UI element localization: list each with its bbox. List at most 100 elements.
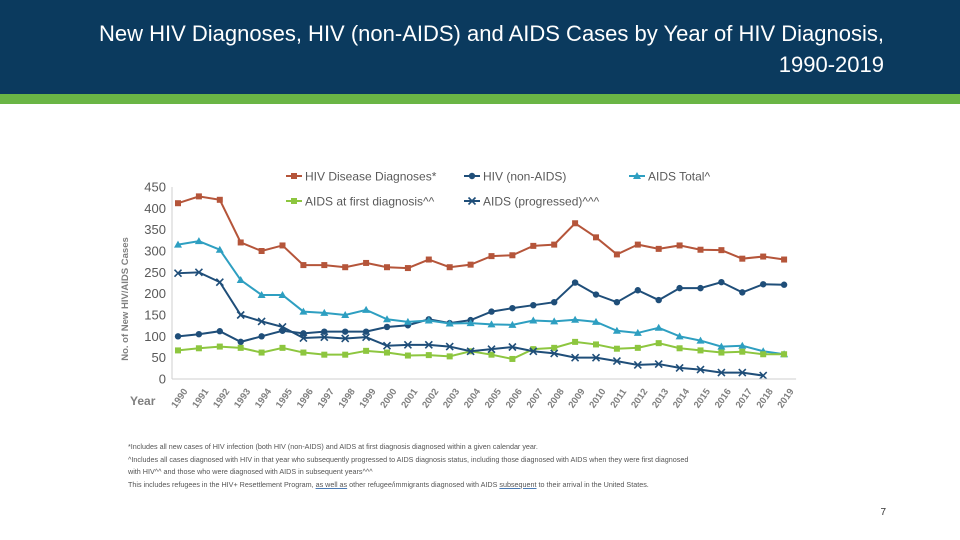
- x-marker-stroke: [654, 360, 663, 369]
- data-point: [508, 342, 517, 352]
- data-point: [613, 345, 620, 352]
- data-point: [633, 360, 642, 369]
- legend-label: HIV Disease Diagnoses*: [305, 170, 437, 184]
- x-tick-label: 2005: [483, 386, 505, 410]
- y-tick-label: 400: [144, 201, 166, 216]
- accent-bar: [0, 94, 960, 104]
- x-marker-stroke: [215, 278, 224, 287]
- x-marker-stroke: [236, 310, 245, 320]
- x-tick-label: 2017: [734, 387, 755, 411]
- data-point: [299, 333, 308, 343]
- y-tick-label: 150: [144, 308, 166, 323]
- data-point: [612, 357, 621, 366]
- x-marker-stroke: [362, 333, 371, 342]
- footnote-3: with HIV^^ and those who were diagnosed …: [128, 467, 373, 476]
- data-point: [550, 317, 559, 325]
- page-number: 7: [880, 507, 886, 518]
- x-marker-stroke: [403, 340, 412, 349]
- data-point: [216, 328, 223, 335]
- data-point: [676, 345, 683, 352]
- footnote-4-b: as well as: [315, 479, 348, 489]
- data-point: [194, 237, 203, 245]
- data-point: [738, 341, 747, 349]
- data-point: [384, 349, 390, 356]
- data-point: [382, 341, 392, 350]
- data-point: [466, 319, 475, 327]
- x-marker-stroke: [612, 357, 621, 366]
- data-point: [760, 253, 767, 260]
- x-tick-label: 1999: [357, 387, 378, 411]
- x-tick-label: 2018: [755, 387, 776, 411]
- data-point: [237, 338, 244, 346]
- data-point: [404, 352, 411, 359]
- data-point: [488, 253, 495, 260]
- data-point: [215, 278, 224, 287]
- data-point: [173, 269, 183, 278]
- data-point: [676, 242, 683, 249]
- data-point: [216, 196, 223, 203]
- data-point: [655, 340, 662, 347]
- x-marker-stroke: [424, 340, 433, 349]
- x-marker-stroke: [508, 342, 517, 352]
- data-point: [675, 363, 684, 372]
- data-point: [175, 200, 181, 207]
- series-layer: [173, 193, 789, 380]
- x-tick-label: 2007: [525, 387, 546, 411]
- data-point: [697, 246, 704, 253]
- x-tick-label: 1994: [253, 386, 275, 410]
- x-tick-label: 2002: [420, 387, 441, 411]
- data-point: [383, 315, 391, 323]
- series-line: [177, 195, 785, 270]
- data-point: [342, 264, 349, 271]
- data-point: [404, 265, 411, 272]
- data-point: [216, 343, 223, 350]
- data-point: [194, 268, 203, 277]
- data-point: [258, 349, 265, 356]
- data-point: [781, 256, 788, 263]
- x-marker-stroke: [299, 333, 308, 343]
- data-point: [739, 255, 746, 262]
- legend-marker: [633, 172, 641, 179]
- data-point: [697, 347, 704, 354]
- legend-label: AIDS at first diagnosis^^: [305, 195, 435, 209]
- data-point: [466, 347, 475, 356]
- x-tick-label: 2006: [504, 387, 525, 411]
- x-tick-label: 1997: [316, 387, 337, 411]
- data-point: [425, 256, 432, 263]
- data-point: [509, 304, 516, 312]
- footnote-1: *Includes all new cases of HIV infection…: [128, 442, 538, 451]
- data-point: [467, 261, 474, 268]
- footnote-4-e: to their arrival in the United States.: [536, 479, 649, 489]
- data-point: [363, 259, 370, 266]
- x-marker-stroke: [445, 342, 454, 351]
- data-point: [320, 333, 329, 342]
- data-point: [279, 242, 286, 249]
- x-tick-label: 1998: [337, 387, 358, 411]
- data-point: [781, 351, 788, 358]
- data-point: [446, 353, 453, 360]
- data-point: [257, 290, 266, 298]
- x-marker-stroke: [173, 269, 183, 278]
- data-point: [488, 351, 495, 358]
- data-point: [445, 319, 454, 327]
- footnote-2: ^Includes all cases diagnosed with HIV i…: [128, 454, 689, 464]
- data-point: [593, 234, 599, 241]
- data-point: [613, 299, 621, 306]
- data-point: [697, 284, 704, 292]
- data-point: [446, 264, 453, 271]
- data-point: [237, 344, 244, 351]
- x-tick-label: 2019: [775, 387, 796, 411]
- x-marker-stroke: [759, 371, 768, 380]
- data-point: [739, 289, 746, 296]
- data-point: [279, 344, 286, 351]
- axes: 0 50 100 150 200 250 300 350 400 450 No. of New HI…: [120, 180, 797, 411]
- series-0: [175, 193, 788, 272]
- data-point: [258, 333, 265, 340]
- x-marker-stroke: [467, 196, 477, 206]
- data-point: [215, 245, 224, 253]
- x-marker-stroke: [194, 268, 203, 277]
- footnote-4: This includes refugees in the HIV+ Reset…: [128, 479, 848, 492]
- legend-marker: [467, 196, 477, 206]
- y-tick-label: 100: [144, 329, 166, 344]
